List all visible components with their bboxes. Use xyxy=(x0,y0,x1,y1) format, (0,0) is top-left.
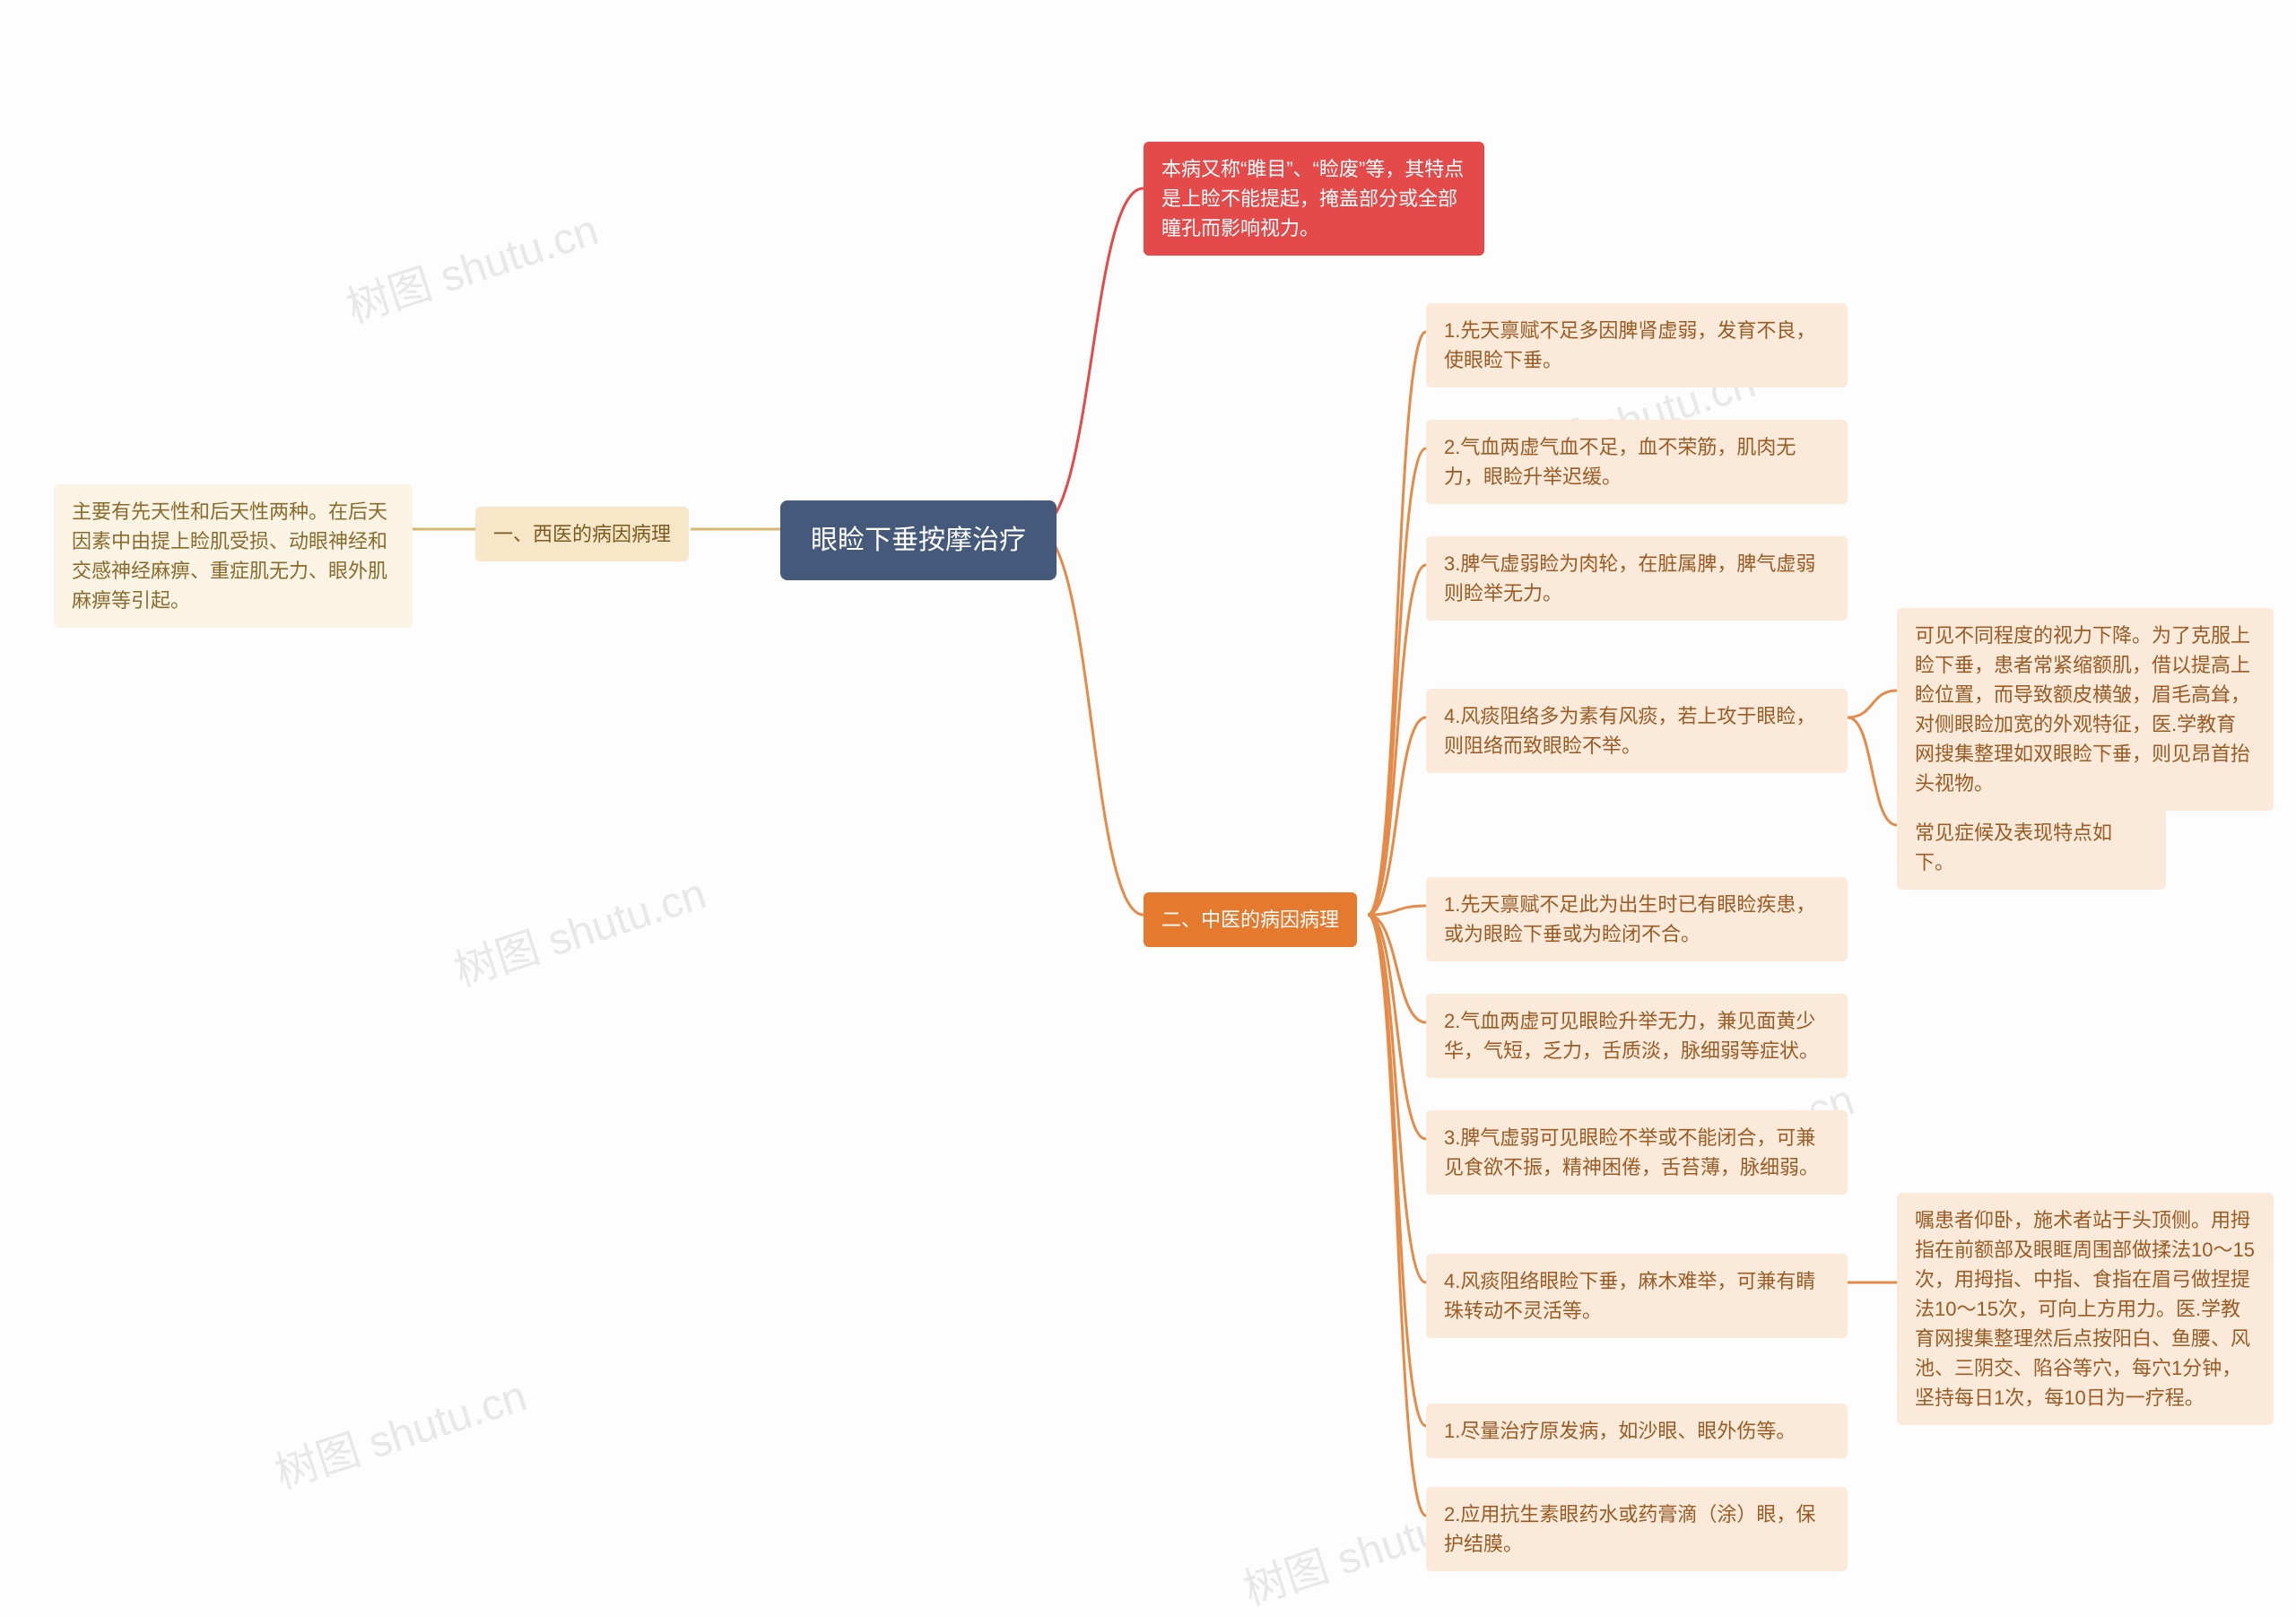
tcm-item-4: 4.风痰阻络多为素有风痰，若上攻于眼睑，则阻络而致眼睑不举。 xyxy=(1426,689,1848,773)
root-node[interactable]: 眼睑下垂按摩治疗 xyxy=(780,500,1057,580)
tcm-item4-sub2: 常见症候及表现特点如下。 xyxy=(1897,805,2166,890)
tcm-item-10: 2.应用抗生素眼药水或药膏滴（涂）眼，保护结膜。 xyxy=(1426,1487,1848,1571)
tcm-item-9: 1.尽量治疗原发病，如沙眼、眼外伤等。 xyxy=(1426,1404,1848,1458)
west-title[interactable]: 一、西医的病因病理 xyxy=(475,507,689,561)
tcm-item-5: 1.先天禀赋不足此为出生时已有眼睑疾患，或为眼睑下垂或为睑闭不合。 xyxy=(1426,877,1848,961)
tcm-item-1: 1.先天禀赋不足多因脾肾虚弱，发育不良，使眼睑下垂。 xyxy=(1426,303,1848,387)
west-detail: 主要有先天性和后天性两种。在后天因素中由提上睑肌受损、动眼神经和交感神经麻痹、重… xyxy=(54,484,413,628)
watermark: 树图 shutu.cn xyxy=(265,1361,533,1500)
red-desc[interactable]: 本病又称“雎目”、“睑废”等，其特点是上睑不能提起，掩盖部分或全部瞳孔而影响视力… xyxy=(1144,142,1484,256)
tcm-title[interactable]: 二、中医的病因病理 xyxy=(1144,892,1357,947)
tcm-item-2: 2.气血两虚气血不足，血不荣筋，肌肉无力，眼睑升举迟缓。 xyxy=(1426,420,1848,504)
tcm-item-6: 2.气血两虚可见眼睑升举无力，兼见面黄少华，气短，乏力，舌质淡，脉细弱等症状。 xyxy=(1426,994,1848,1078)
tcm-item-8: 4.风痰阻络眼睑下垂，麻木难举，可兼有睛珠转动不灵活等。 xyxy=(1426,1254,1848,1338)
tcm-item8-sub: 嘱患者仰卧，施术者站于头顶侧。用拇指在前额部及眼眶周围部做揉法10～15次，用拇… xyxy=(1897,1193,2274,1425)
watermark: 树图 shutu.cn xyxy=(445,858,712,998)
watermark: 树图 shutu.cn xyxy=(337,195,604,335)
tcm-item-7: 3.脾气虚弱可见眼睑不举或不能闭合，可兼见食欲不振，精神困倦，舌苔薄，脉细弱。 xyxy=(1426,1110,1848,1195)
tcm-item-3: 3.脾气虚弱睑为肉轮，在脏属脾，脾气虚弱则睑举无力。 xyxy=(1426,536,1848,621)
tcm-item4-sub1: 可见不同程度的视力下降。为了克服上睑下垂，患者常紧缩额肌，借以提高上睑位置，而导… xyxy=(1897,608,2274,811)
